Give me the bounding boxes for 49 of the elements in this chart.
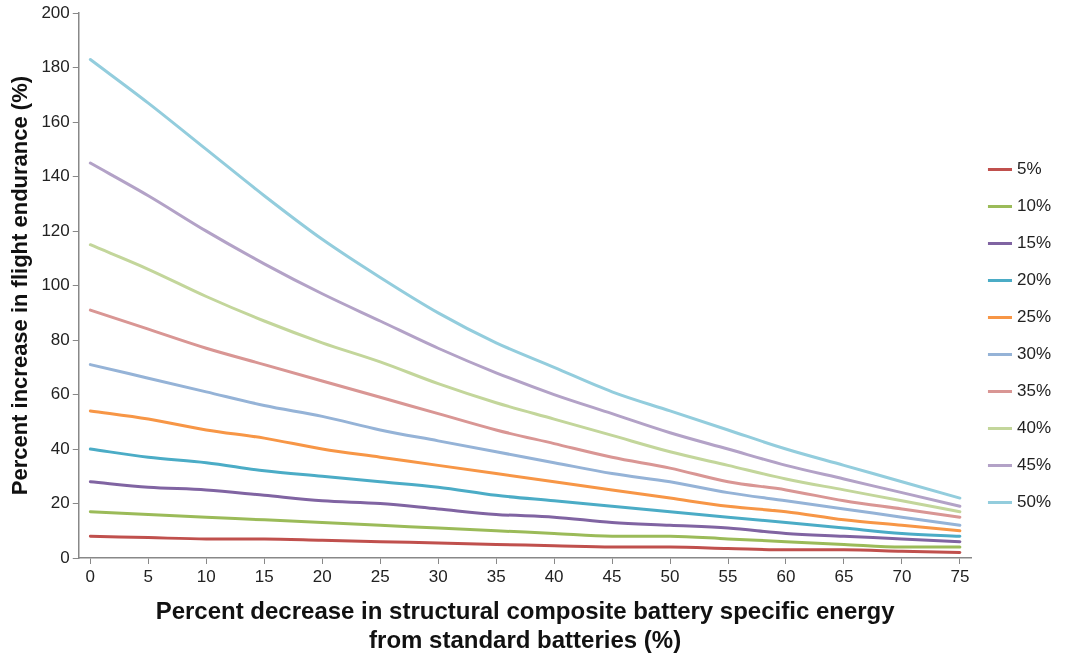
x-tick-label: 75 [950,566,970,586]
x-tick-label: 25 [370,566,390,586]
x-tick-label: 5 [143,566,154,586]
x-tick-label: 20 [312,566,332,586]
x-tick-label: 30 [428,566,448,586]
x-axis-title: Percent decrease in structural composite battery specific energy from standard batteries (%) [155,597,896,654]
line-series [88,363,962,527]
y-tick-label: 0 [60,547,70,567]
x-tick-label: 15 [254,566,274,586]
legend-label: 50% [1016,492,1052,512]
legend-label: 10% [1016,196,1052,216]
line-series [88,447,962,538]
y-tick-label: 140 [41,166,70,186]
line-series [88,534,962,555]
line-series [88,161,962,508]
x-tick-label: 55 [718,566,738,586]
y-tick-label: 100 [41,275,70,295]
x-tick-label: 40 [544,566,564,586]
y-tick-label: 180 [41,57,70,77]
y-tick-label: 60 [50,384,70,404]
y-tick-label: 120 [41,220,70,240]
legend-label: 35% [1016,381,1052,401]
y-tick-label: 40 [50,438,70,458]
line-series [88,58,962,500]
y-tick-label: 80 [50,329,70,349]
x-tick-label: 70 [892,566,912,586]
legend-label: 5% [1016,159,1042,179]
x-tick-label: 45 [602,566,622,586]
y-tick-label: 200 [41,2,70,22]
legend-label: 45% [1016,455,1052,475]
line-series [88,243,962,514]
legend-label: 20% [1016,270,1052,290]
legend-label: 40% [1016,418,1052,438]
legend-label: 25% [1016,307,1052,327]
y-tick-label: 20 [50,493,70,513]
line-series [88,308,962,519]
y-tick-label: 160 [41,111,70,131]
x-tick-label: 35 [486,566,506,586]
line-series [88,480,962,544]
x-tick-label: 0 [85,566,96,586]
x-tick-label: 10 [196,566,216,586]
x-tick-label: 50 [660,566,680,586]
legend-label: 30% [1016,344,1052,364]
y-axis-title: Percent increase in flight endurance (%) [7,75,33,496]
x-tick-label: 60 [776,566,796,586]
legend-label: 15% [1016,233,1052,253]
line-series [88,510,962,549]
x-tick-label: 65 [834,566,854,586]
line-series [88,409,962,533]
